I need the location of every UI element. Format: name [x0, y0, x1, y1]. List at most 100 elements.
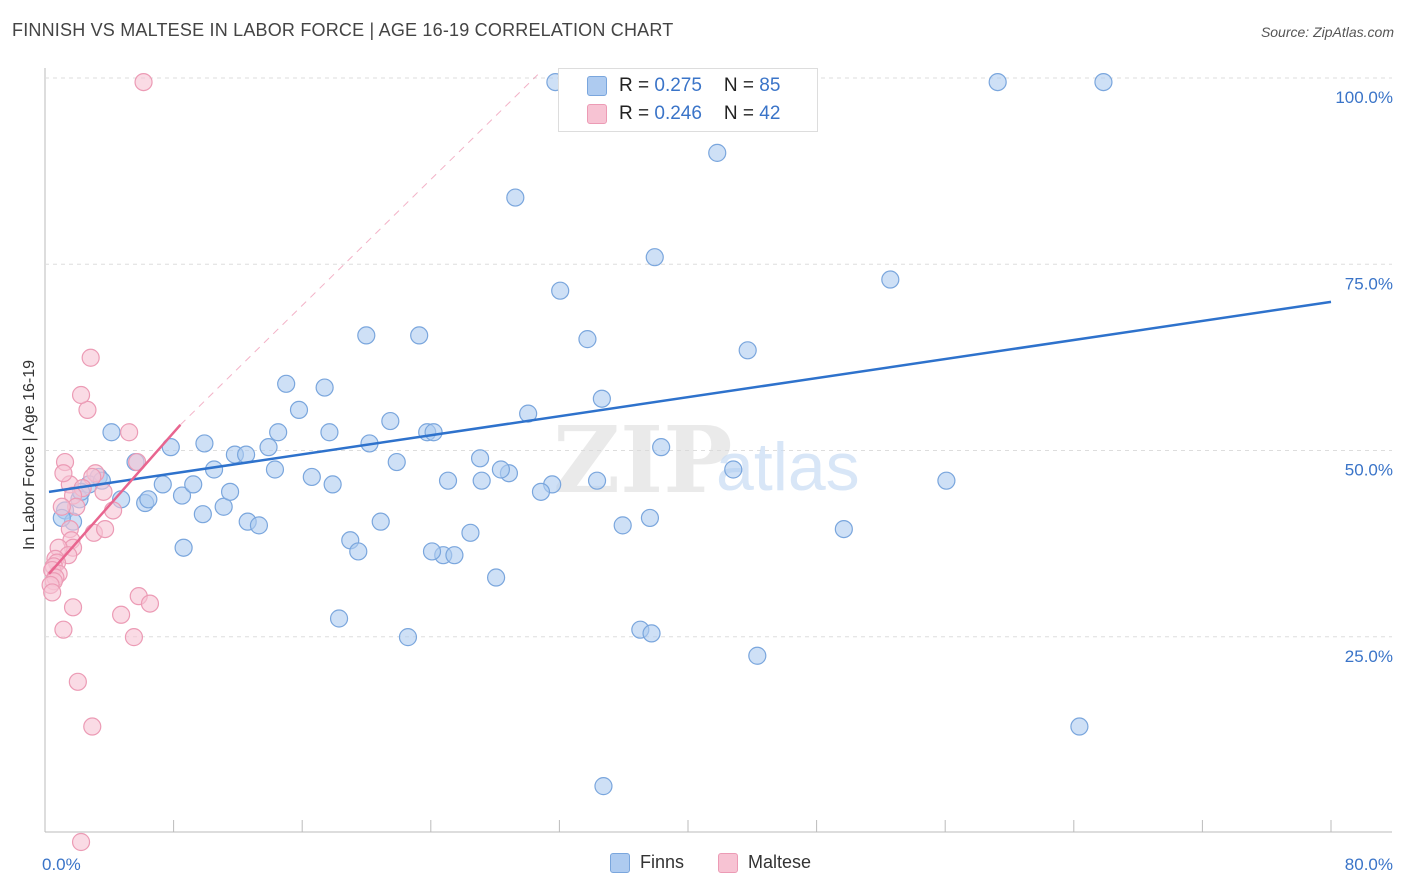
- legend-item-maltese[interactable]: Maltese: [718, 852, 811, 873]
- x-tick-label: 80.0%: [1345, 855, 1393, 874]
- finns-legend-swatch: [610, 852, 630, 873]
- finns-point: [551, 281, 570, 300]
- finns-n-value: 85: [759, 75, 781, 96]
- finns-point: [881, 270, 900, 289]
- finns-point: [592, 389, 611, 408]
- y-tick-label: 50.0%: [1345, 461, 1393, 480]
- finns-point: [174, 538, 193, 557]
- maltese-point: [128, 452, 147, 472]
- finns-point: [491, 460, 511, 479]
- x-tick-label: 0.0%: [42, 855, 81, 874]
- maltese-r-label: R =: [619, 103, 655, 124]
- finns-point: [486, 568, 506, 587]
- finns-point: [748, 646, 767, 665]
- finns-trend-line: [48, 300, 1332, 494]
- finns-r-value: 0.275: [654, 75, 702, 96]
- finns-point: [1094, 72, 1113, 92]
- maltese-r-value: 0.246: [654, 103, 702, 124]
- finns-point: [422, 542, 442, 561]
- finns-point: [988, 72, 1007, 92]
- finns-point: [259, 438, 278, 457]
- finns-point: [195, 434, 214, 453]
- y-tick-label: 75.0%: [1345, 274, 1393, 293]
- finns-point: [738, 341, 757, 360]
- finns-r-label: R =: [619, 75, 655, 96]
- maltese-point: [52, 497, 71, 516]
- finns-point: [724, 460, 743, 479]
- finns-point: [139, 490, 158, 509]
- finns-point: [320, 423, 339, 442]
- finns-point: [184, 475, 203, 494]
- legend-row-maltese: R = 0.246 N = 42: [587, 100, 780, 128]
- finns-point: [472, 471, 491, 490]
- finns-point: [937, 471, 956, 490]
- maltese-point: [54, 464, 73, 483]
- maltese-trend-line: [48, 423, 182, 575]
- finns-point: [398, 628, 418, 647]
- finns-point: [387, 452, 406, 472]
- maltese-point: [124, 628, 144, 647]
- finns-point: [249, 516, 269, 535]
- chart-title: FINNISH VS MALTESE IN LABOR FORCE | AGE …: [12, 20, 674, 40]
- finns-point: [613, 516, 632, 535]
- finns-point: [594, 777, 613, 796]
- maltese-point: [68, 672, 87, 691]
- finns-point: [424, 423, 443, 442]
- maltese-point: [95, 519, 115, 539]
- maltese-point: [54, 620, 73, 639]
- maltese-point: [63, 598, 83, 617]
- finns-point: [315, 378, 334, 397]
- finns-point: [329, 609, 349, 628]
- finns-point: [410, 326, 429, 345]
- maltese-n-value: 42: [759, 103, 781, 124]
- finns-point: [357, 326, 376, 345]
- maltese-point: [103, 501, 123, 520]
- finns-point: [587, 471, 607, 490]
- finns-point: [289, 400, 309, 419]
- finns-point: [470, 449, 490, 468]
- maltese-point: [112, 605, 131, 624]
- maltese-point: [43, 583, 62, 602]
- finns-point: [265, 460, 285, 479]
- maltese-point: [71, 385, 91, 405]
- maltese-swatch: [587, 104, 607, 124]
- legend-item-finns[interactable]: Finns: [610, 852, 684, 873]
- finns-n-label: N =: [723, 75, 760, 96]
- legend-row-finns: R = 0.275 N = 85: [587, 72, 780, 100]
- maltese-point: [140, 594, 160, 613]
- maltese-point: [83, 717, 102, 736]
- finns-point: [652, 438, 671, 457]
- finns-point: [349, 542, 368, 561]
- finns-point: [531, 482, 551, 501]
- finns-point: [220, 482, 240, 501]
- finns-point: [1070, 717, 1089, 736]
- finns-point: [371, 512, 390, 531]
- finns-point: [323, 475, 342, 494]
- finns-point: [172, 486, 192, 505]
- maltese-legend-swatch: [718, 852, 739, 873]
- stats-legend: R = 0.275 N = 85 R = 0.246 N = 42: [558, 68, 818, 132]
- finns-point: [519, 404, 538, 423]
- maltese-legend-label: Maltese: [748, 852, 812, 872]
- finns-point: [578, 330, 597, 349]
- chart-source: Source: ZipAtlas.com: [1260, 24, 1394, 40]
- maltese-trend-line-extension: [180, 74, 539, 426]
- finns-point: [381, 411, 400, 431]
- maltese-point: [134, 72, 153, 92]
- maltese-point: [81, 348, 100, 367]
- finns-point: [102, 423, 121, 442]
- finns-point: [269, 423, 288, 442]
- finns-point: [834, 519, 853, 539]
- finns-legend-label: Finns: [640, 852, 685, 872]
- finns-point: [645, 248, 664, 267]
- maltese-point: [71, 832, 91, 852]
- y-axis-title: In Labor Force | Age 16-19: [21, 360, 38, 550]
- finns-point: [277, 374, 296, 393]
- maltese-n-label: N =: [723, 103, 760, 124]
- finns-point: [640, 508, 660, 528]
- finns-swatch: [587, 76, 607, 96]
- series-legend: Finns Maltese: [610, 852, 845, 873]
- finns-point: [642, 624, 661, 643]
- maltese-point: [120, 423, 139, 442]
